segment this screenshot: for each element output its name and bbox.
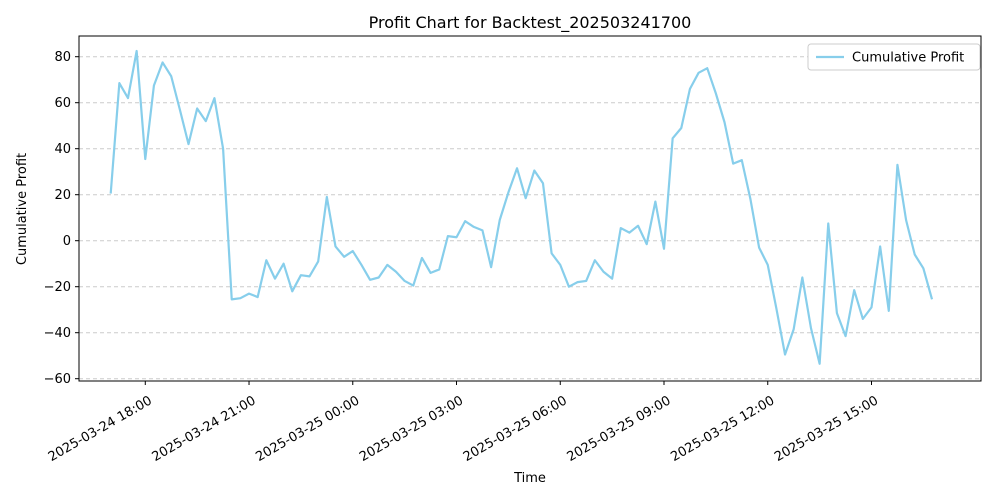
plot-area-frame bbox=[78, 35, 982, 382]
x-axis-label: Time bbox=[513, 471, 546, 486]
y-axis-label: Cumulative Profit bbox=[15, 153, 30, 265]
legend-label: Cumulative Profit bbox=[852, 51, 964, 66]
y-tick-label: −60 bbox=[44, 372, 71, 387]
x-tick-label: 2025-03-25 03:00 bbox=[357, 393, 466, 465]
y-tick-label: 60 bbox=[54, 96, 71, 111]
series-line-cumulative-profit bbox=[109, 49, 934, 365]
y-tick-label: 0 bbox=[63, 234, 71, 249]
legend: Cumulative Profit bbox=[807, 43, 981, 71]
y-tick-label: 20 bbox=[54, 188, 71, 203]
series-layer bbox=[109, 49, 934, 365]
y-tick-label: 80 bbox=[54, 50, 71, 65]
x-tick-label: 2025-03-25 15:00 bbox=[772, 393, 881, 465]
y-axis-ticks: −60 −40 −20 0 20 40 60 80 bbox=[44, 50, 79, 387]
legend-box bbox=[807, 43, 981, 71]
y-tick-label: 40 bbox=[54, 142, 71, 157]
x-tick-label: 2025-03-25 00:00 bbox=[253, 393, 362, 465]
y-tick-label: −20 bbox=[44, 280, 71, 295]
x-tick-label: 2025-03-24 21:00 bbox=[150, 393, 259, 465]
x-tick-label: 2025-03-24 18:00 bbox=[46, 393, 155, 465]
y-tick-label: −40 bbox=[44, 326, 71, 341]
chart-title: Profit Chart for Backtest_202503241700 bbox=[369, 13, 692, 33]
x-tick-label: 2025-03-25 06:00 bbox=[461, 393, 570, 465]
x-tick-label: 2025-03-25 09:00 bbox=[565, 393, 674, 465]
x-tick-label: 2025-03-25 12:00 bbox=[668, 393, 777, 465]
